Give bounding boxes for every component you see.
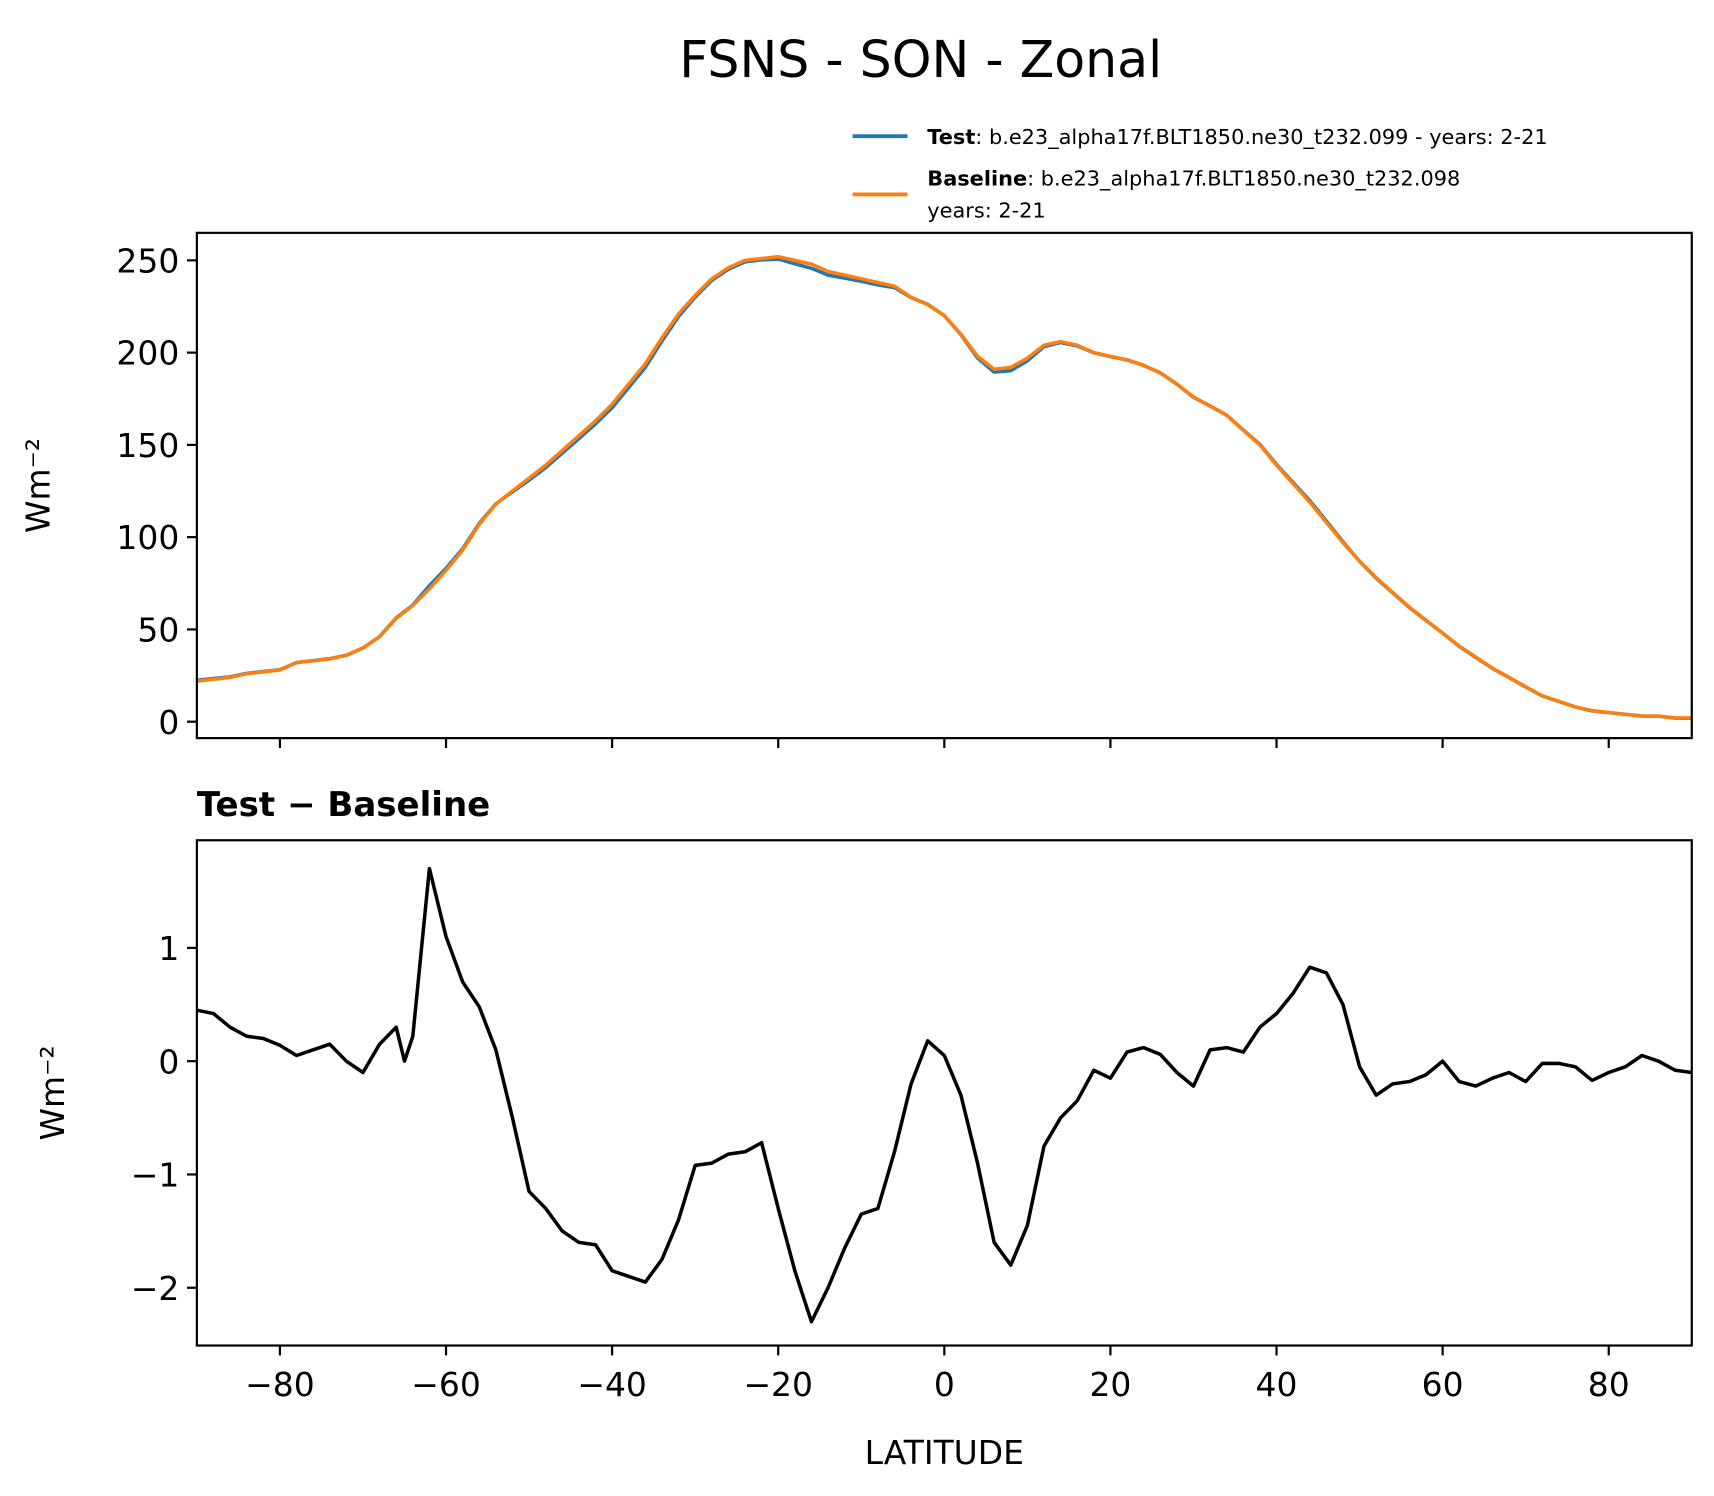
plot-frame <box>195 231 1693 740</box>
y-tick-label: 150 <box>116 426 179 465</box>
x-tick-label: 40 <box>1256 1365 1298 1404</box>
legend-label: Baseline: b.e23_alpha17f.BLT1850.ne30_t2… <box>927 167 1460 192</box>
x-tick-label: −40 <box>577 1365 647 1404</box>
plot-frame <box>195 839 1693 1347</box>
x-axis-label: LATITUDE <box>865 1433 1024 1472</box>
legend-name: Test <box>927 125 975 149</box>
y-tick-label: 1 <box>158 929 179 968</box>
panel-title: Test − Baseline <box>197 785 490 825</box>
data-line <box>196 866 1693 1324</box>
legend-description: years: 2-21 <box>927 198 1045 222</box>
y-axis-label: Wm⁻² <box>33 1045 72 1140</box>
legend-description: : b.e23_alpha17f.BLT1850.ne30_t232.098 <box>1027 167 1460 192</box>
y-tick-label: 250 <box>116 241 179 280</box>
x-tick-label: −20 <box>743 1365 813 1404</box>
x-tick-label: −60 <box>411 1365 481 1404</box>
y-tick-label: 100 <box>116 518 179 557</box>
x-tick-label: 20 <box>1089 1365 1131 1404</box>
y-axis-label: Wm⁻² <box>19 438 58 533</box>
legend-label: years: 2-21 <box>927 198 1045 222</box>
x-tick-label: 0 <box>934 1365 955 1404</box>
legend-label: Test: b.e23_alpha17f.BLT1850.ne30_t232.0… <box>927 125 1547 150</box>
y-tick-label: −2 <box>131 1269 180 1308</box>
y-tick-label: −1 <box>131 1156 180 1195</box>
y-tick-label: 0 <box>158 1042 179 1081</box>
legend-name: Baseline <box>927 167 1027 191</box>
x-tick-label: −80 <box>245 1365 315 1404</box>
y-tick-label: 50 <box>137 611 179 650</box>
legend-description: : b.e23_alpha17f.BLT1850.ne30_t232.099 -… <box>975 125 1547 150</box>
y-tick-label: 200 <box>116 334 179 373</box>
data-line <box>196 254 1692 720</box>
x-tick-label: 80 <box>1588 1365 1630 1404</box>
x-tick-label: 60 <box>1422 1365 1464 1404</box>
chart-title: FSNS - SON - Zonal <box>679 30 1162 89</box>
data-line <box>196 257 1692 720</box>
y-tick-label: 0 <box>158 703 179 742</box>
